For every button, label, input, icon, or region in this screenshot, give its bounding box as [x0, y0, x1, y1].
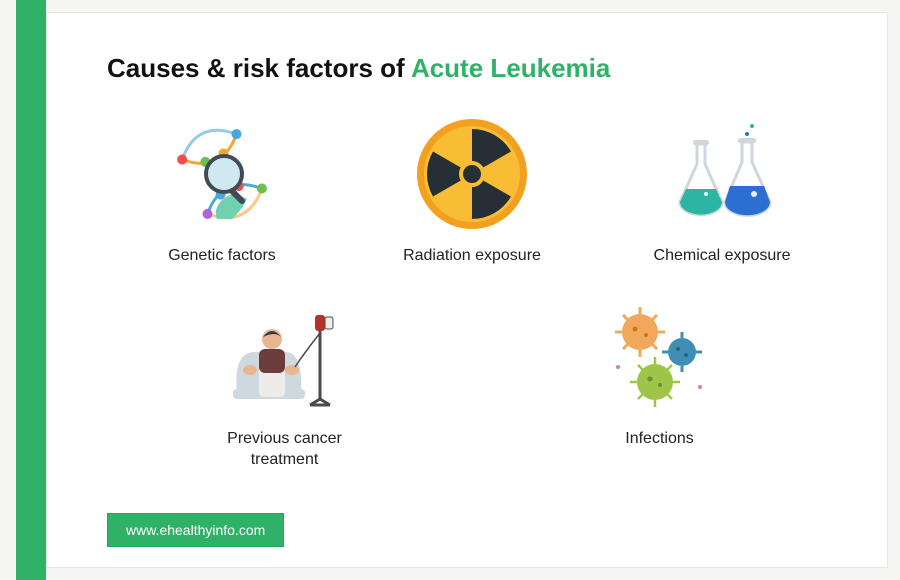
title-highlight: Acute Leukemia — [411, 53, 610, 83]
factor-prev-treatment: Previous cancer treatment — [175, 297, 395, 471]
microbes-icon — [600, 297, 720, 417]
factor-genetic: Genetic factors — [112, 114, 332, 267]
factor-chemical: Chemical exposure — [612, 114, 832, 267]
factor-label: Chemical exposure — [654, 246, 791, 267]
dna-magnify-icon — [162, 114, 282, 234]
factor-label: Genetic factors — [168, 246, 276, 267]
factor-infections: Infections — [550, 297, 770, 471]
factor-label: Infections — [625, 429, 693, 450]
factor-label: Radiation exposure — [403, 246, 541, 267]
flasks-icon — [662, 114, 782, 234]
factor-radiation: Radiation exposure — [362, 114, 582, 267]
title-prefix: Causes & risk factors of — [107, 53, 411, 83]
page-title: Causes & risk factors of Acute Leukemia — [107, 53, 837, 84]
source-badge: www.ehealthyinfo.com — [107, 513, 284, 547]
radiation-icon — [412, 114, 532, 234]
chemo-patient-icon — [225, 297, 345, 417]
factors-grid: Genetic factors Radiation exposure — [107, 114, 837, 470]
main-canvas: Causes & risk factors of Acute Leukemia — [46, 12, 888, 568]
accent-bar — [16, 0, 46, 580]
factor-label: Previous cancer treatment — [195, 429, 375, 471]
